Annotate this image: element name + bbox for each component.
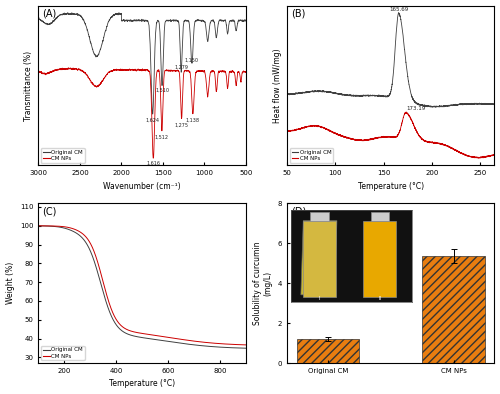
Text: 1,279: 1,279: [174, 65, 188, 70]
Text: 1,150: 1,150: [185, 58, 199, 63]
Y-axis label: Heat flow (mW/mg): Heat flow (mW/mg): [272, 48, 281, 123]
Text: 1,512: 1,512: [155, 135, 169, 140]
Bar: [422, 256, 485, 363]
Text: (A): (A): [42, 9, 57, 19]
Text: 1,138: 1,138: [186, 118, 200, 123]
X-axis label: Wavenumber (cm⁻¹): Wavenumber (cm⁻¹): [104, 182, 181, 191]
Text: (B): (B): [291, 9, 306, 19]
Text: 1,275: 1,275: [174, 123, 188, 128]
X-axis label: Temperature (°C): Temperature (°C): [358, 182, 424, 191]
Legend: Original CM, CM NPs: Original CM, CM NPs: [290, 148, 333, 163]
Text: (C): (C): [42, 206, 57, 216]
Text: 1,624: 1,624: [146, 118, 160, 123]
Text: 165.69: 165.69: [389, 7, 408, 12]
Y-axis label: Solubility of curcumin
(mg/L): Solubility of curcumin (mg/L): [253, 241, 272, 325]
X-axis label: Temperature (°C): Temperature (°C): [109, 379, 175, 388]
Y-axis label: Transmittance (%): Transmittance (%): [24, 50, 33, 121]
Text: 173.19: 173.19: [406, 106, 425, 111]
Bar: [296, 339, 360, 363]
Legend: Original CM, CM NPs: Original CM, CM NPs: [42, 148, 84, 163]
Y-axis label: Weight (%): Weight (%): [6, 262, 15, 304]
Text: (D): (D): [291, 206, 306, 216]
Text: 1,616: 1,616: [146, 161, 160, 166]
Legend: Original CM, CM NPs: Original CM, CM NPs: [42, 346, 84, 360]
Text: 1,510: 1,510: [155, 87, 169, 92]
